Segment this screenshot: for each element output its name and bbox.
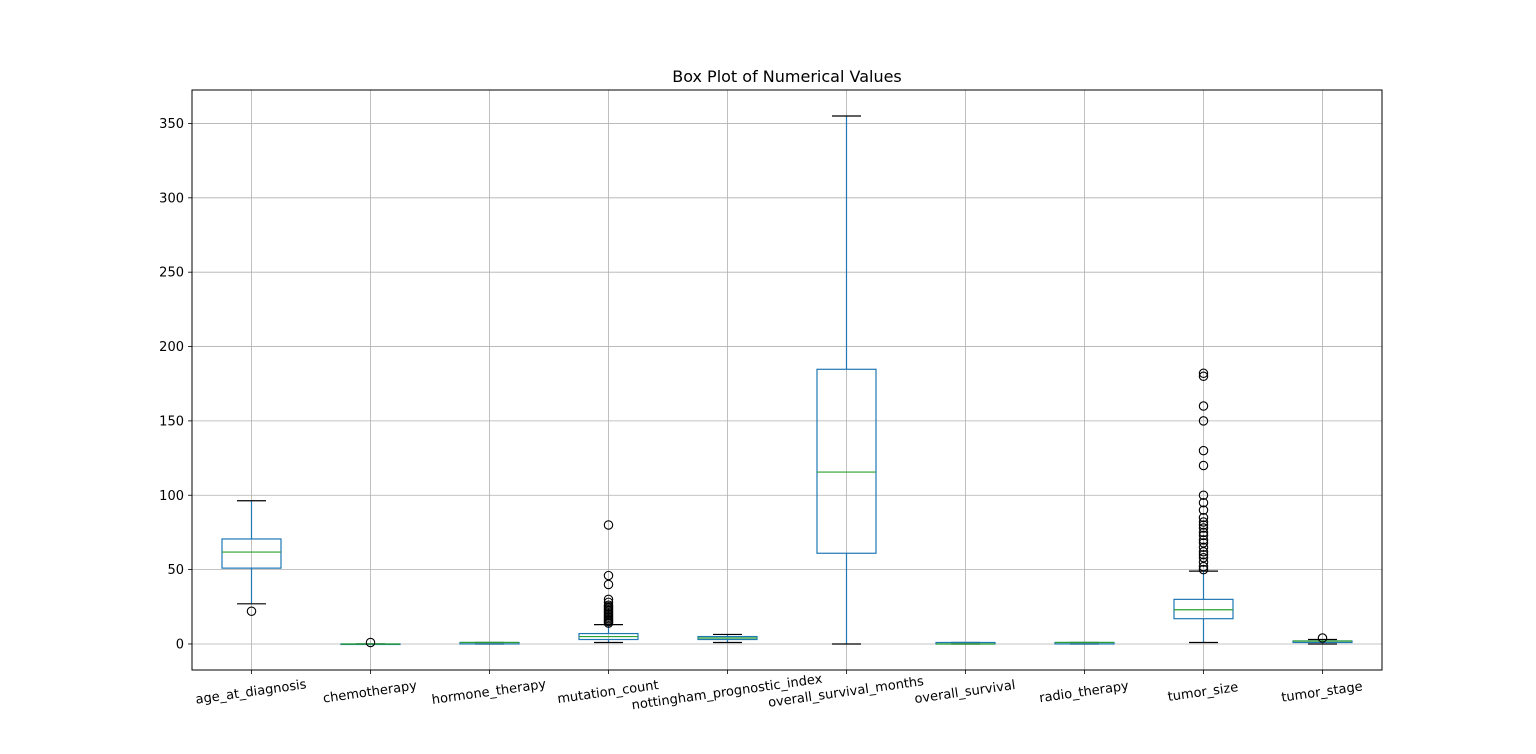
outlier-point <box>1198 416 1209 426</box>
plot-frame <box>191 89 1383 671</box>
y-tick-label: 200 <box>159 340 184 355</box>
y-axis: 0 50 100 150 200 250 300 350 <box>159 117 192 652</box>
chart-title: Box Plot of Numerical Values <box>672 67 902 86</box>
x-tick-label: chemotherapy <box>322 678 418 706</box>
outlier-point <box>1198 523 1209 533</box>
y-tick-label: 350 <box>159 117 184 132</box>
box-age_at_diagnosis <box>221 500 282 617</box>
outlier-point <box>1198 368 1209 379</box>
x-tick-label: tumor_size <box>1167 680 1239 705</box>
outlier-point <box>1198 505 1209 515</box>
box-overall_survival <box>935 641 996 645</box>
x-tick-label: tumor_stage <box>1280 679 1363 705</box>
outlier-point <box>1198 542 1209 553</box>
outlier-point <box>1198 535 1209 545</box>
outlier-point <box>365 637 376 648</box>
outlier-point <box>1198 401 1209 411</box>
outlier-point <box>1198 445 1209 456</box>
box-overall_survival_months <box>816 115 877 645</box>
y-tick-label: 0 <box>176 637 184 652</box>
outlier-point <box>1198 557 1209 567</box>
outlier-point <box>1198 371 1209 382</box>
outlier-point <box>1198 538 1209 548</box>
outlier-point <box>1198 549 1209 560</box>
outlier-point <box>1317 633 1328 643</box>
y-tick-label: 50 <box>167 563 184 578</box>
outlier-point <box>1198 517 1209 527</box>
box-chemotherapy <box>340 637 401 648</box>
outlier-point <box>1198 490 1209 501</box>
outlier-point <box>1198 497 1209 508</box>
box-radio_therapy <box>1054 641 1115 645</box>
outlier-point <box>1198 527 1209 538</box>
outlier-point <box>1198 520 1209 530</box>
outlier-point <box>1198 512 1209 523</box>
outlier-point <box>603 600 614 611</box>
x-tick-label: overall_survival <box>914 678 1017 707</box>
box-tumor_size <box>1173 368 1234 644</box>
outlier-point <box>603 570 614 581</box>
iqr-box <box>1173 598 1234 620</box>
x-tick-label: age_at_diagnosis <box>195 677 308 707</box>
outlier-point <box>1198 460 1209 471</box>
y-tick-label: 250 <box>159 266 184 281</box>
x-tick-label: hormone_therapy <box>431 677 548 708</box>
outlier-point <box>603 594 614 605</box>
outlier-point <box>1198 530 1209 541</box>
outlier-point <box>1198 564 1209 575</box>
box-tumor_stage <box>1292 633 1353 645</box>
y-tick-label: 100 <box>159 489 184 504</box>
x-axis: age_at_diagnosis chemotherapy hormone_ther… <box>195 670 1364 713</box>
outlier-point <box>603 597 614 608</box>
box-nottingham_prognostic_index <box>697 633 758 644</box>
outlier-point <box>246 606 257 617</box>
iqr-box <box>816 368 877 554</box>
y-tick-label: 150 <box>159 414 184 429</box>
y-tick-label: 300 <box>159 191 184 206</box>
iqr-box <box>221 538 282 569</box>
outlier-point <box>1198 552 1209 563</box>
outlier-point <box>603 520 614 530</box>
x-tick-label: radio_therapy <box>1038 679 1130 706</box>
box-mutation_count <box>578 520 639 644</box>
box-hormone_therapy <box>459 641 520 645</box>
marks-layer <box>221 115 1353 648</box>
